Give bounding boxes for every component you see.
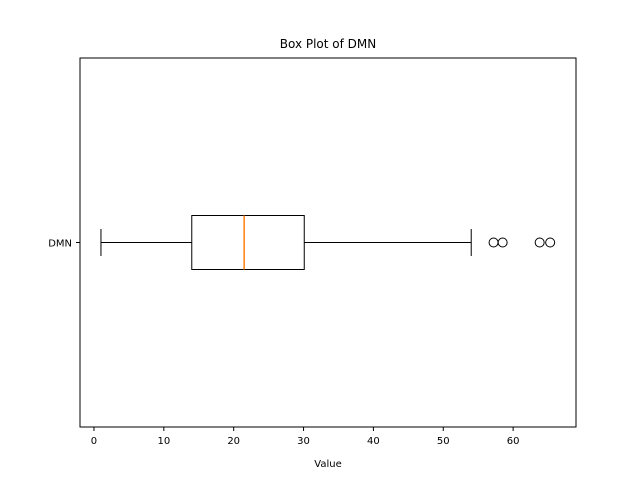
chart-title: Box Plot of DMN (280, 37, 377, 51)
x-tick-label: 50 (437, 436, 450, 447)
x-tick-label: 20 (227, 436, 240, 447)
outlier-point (545, 237, 556, 248)
x-tick-label: 60 (507, 436, 520, 447)
x-tick-label: 0 (91, 436, 97, 447)
x-axis: 0 10 20 30 40 50 60 (91, 427, 520, 447)
outlier-point (488, 237, 499, 248)
y-tick-label: DMN (48, 239, 72, 250)
outlier-point (497, 237, 508, 248)
x-tick-label: 30 (297, 436, 310, 447)
box-series (100, 215, 556, 270)
x-tick-label: 40 (367, 436, 380, 447)
x-tick-label: 10 (157, 436, 170, 447)
x-axis-label: Value (314, 459, 341, 470)
outlier-point (534, 237, 545, 248)
iqr-box (191, 215, 305, 270)
y-axis: DMN (48, 239, 80, 250)
